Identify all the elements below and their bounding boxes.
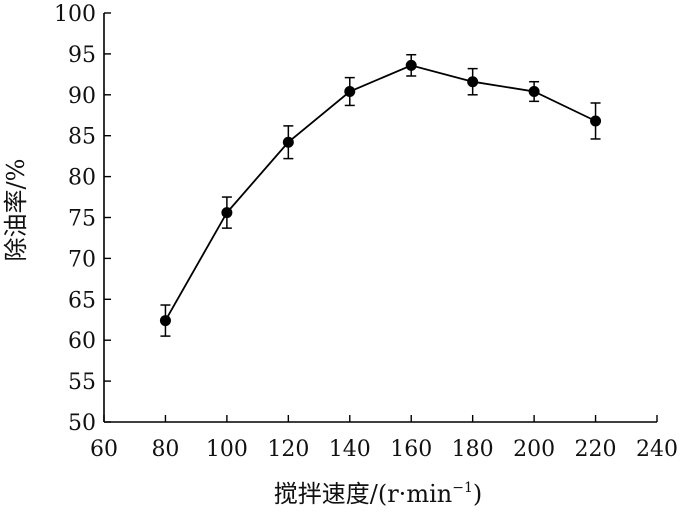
- x-tick-label: 200: [513, 437, 555, 462]
- y-tick-label: 80: [68, 166, 96, 191]
- series-line: [164, 64, 596, 322]
- x-tick-label: 120: [267, 437, 309, 462]
- y-tick-label: 85: [68, 125, 96, 150]
- x-axis-label-main: 搅拌速度/(r·min: [274, 480, 452, 508]
- axes: [103, 13, 657, 423]
- data-point: [590, 115, 602, 127]
- x-tick-label: 100: [206, 437, 248, 462]
- x-tick-label: 80: [151, 437, 179, 462]
- data-point: [405, 59, 417, 71]
- y-tick-label: 95: [68, 43, 96, 68]
- x-tick-label: 220: [575, 437, 617, 462]
- x-tick-label: 60: [90, 437, 118, 462]
- y-tick-label: 65: [68, 288, 96, 313]
- y-tick-label: 100: [54, 2, 96, 27]
- y-tick-label: 60: [68, 329, 96, 354]
- data-point: [221, 207, 233, 219]
- x-tick-label: 180: [452, 437, 494, 462]
- y-tick-label: 70: [68, 247, 96, 272]
- x-axis-label-superscript: −1: [452, 480, 473, 496]
- data-point: [467, 76, 479, 88]
- y-tick-label: 75: [68, 207, 96, 232]
- x-axis-label: 搅拌速度/(r·min−1): [274, 480, 482, 508]
- series: [159, 53, 602, 337]
- data-point: [282, 136, 294, 148]
- ticks: 50 55 60 65 70 75 80 85 90 95 100 60 80 100 120 140 160 1…: [54, 2, 678, 462]
- y-tick-label: 90: [68, 84, 96, 109]
- y-tick-label: 50: [68, 411, 96, 436]
- data-point: [528, 86, 540, 98]
- x-tick-label: 140: [329, 437, 371, 462]
- x-axis-label-end: ): [473, 480, 482, 508]
- y-axis-label: 除油率/%: [2, 159, 30, 262]
- x-tick-label: 160: [390, 437, 432, 462]
- y-tick-label: 55: [68, 370, 96, 395]
- data-point: [344, 86, 356, 98]
- data-point: [159, 315, 171, 327]
- x-tick-label: 240: [636, 437, 678, 462]
